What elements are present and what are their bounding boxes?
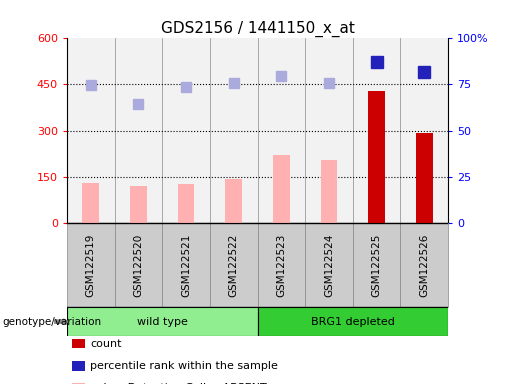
Text: genotype/variation: genotype/variation: [3, 316, 101, 327]
Bar: [67, 38, 115, 223]
Text: value, Detection Call = ABSENT: value, Detection Call = ABSENT: [90, 383, 267, 384]
Bar: [353, 223, 401, 307]
Bar: [353, 38, 401, 223]
Bar: [368, 91, 385, 223]
Text: count: count: [90, 339, 122, 349]
Bar: [258, 38, 305, 223]
Bar: [82, 183, 99, 223]
Text: GSM122522: GSM122522: [229, 233, 238, 297]
Bar: [130, 186, 147, 223]
Text: GSM122520: GSM122520: [133, 233, 143, 296]
Bar: [305, 38, 353, 223]
Text: GSM122526: GSM122526: [419, 233, 429, 297]
Bar: [273, 155, 289, 223]
Bar: [226, 179, 242, 223]
Bar: [67, 223, 115, 307]
Bar: [258, 307, 448, 336]
Bar: [401, 38, 448, 223]
Bar: [210, 223, 258, 307]
Bar: [321, 160, 337, 223]
Text: GSM122519: GSM122519: [86, 233, 96, 297]
Bar: [114, 223, 162, 307]
Bar: [162, 38, 210, 223]
Text: wild type: wild type: [137, 316, 187, 327]
Text: GSM122524: GSM122524: [324, 233, 334, 297]
Bar: [162, 223, 210, 307]
Title: GDS2156 / 1441150_x_at: GDS2156 / 1441150_x_at: [161, 21, 354, 37]
Text: percentile rank within the sample: percentile rank within the sample: [90, 361, 278, 371]
Text: GSM122521: GSM122521: [181, 233, 191, 297]
Bar: [178, 184, 194, 223]
Text: GSM122525: GSM122525: [372, 233, 382, 297]
Bar: [67, 307, 258, 336]
Bar: [258, 223, 305, 307]
Bar: [401, 223, 448, 307]
Bar: [114, 38, 162, 223]
Bar: [305, 223, 353, 307]
Text: GSM122523: GSM122523: [277, 233, 286, 297]
Bar: [416, 133, 433, 223]
Bar: [210, 38, 258, 223]
Text: BRG1 depleted: BRG1 depleted: [311, 316, 394, 327]
